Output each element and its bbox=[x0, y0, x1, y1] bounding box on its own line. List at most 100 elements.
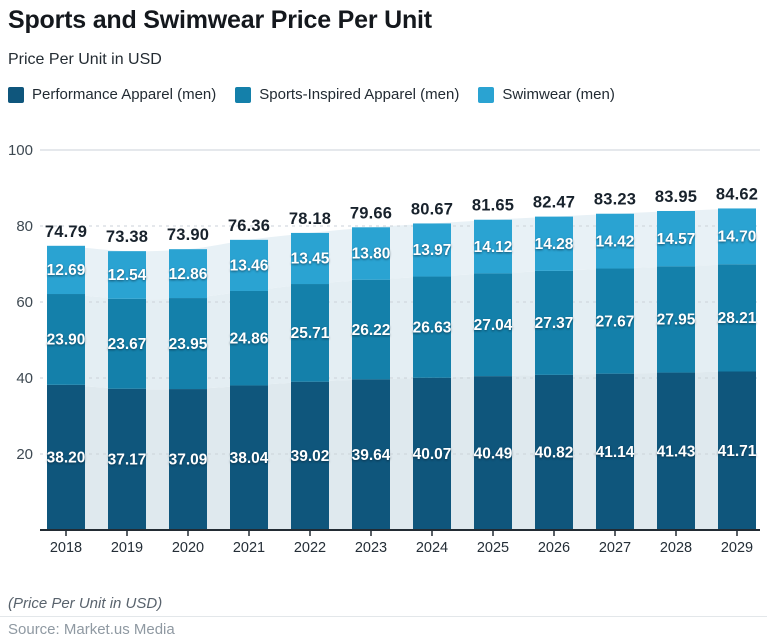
bar-segment[interactable] bbox=[413, 223, 451, 277]
bar-segment[interactable] bbox=[596, 213, 634, 269]
x-axis-label: 2027 bbox=[599, 540, 631, 556]
segment-value-label: 13.97 bbox=[413, 242, 452, 259]
legend-label: Sports-Inspired Apparel (men) bbox=[259, 86, 460, 103]
legend-item-sports-inspired-apparel[interactable]: Sports-Inspired Apparel (men) bbox=[235, 86, 459, 103]
segment-value-label: 23.95 bbox=[169, 336, 208, 353]
segment-value-label: 40.82 bbox=[535, 445, 574, 462]
total-value-label: 81.65 bbox=[472, 197, 514, 215]
bar-segment[interactable] bbox=[535, 270, 573, 375]
bar-segment[interactable] bbox=[291, 381, 329, 530]
total-value-label: 83.95 bbox=[655, 188, 697, 206]
total-value-label: 78.18 bbox=[289, 210, 331, 228]
y-axis-label: 20 bbox=[16, 446, 33, 463]
bar-segment[interactable] bbox=[230, 385, 268, 530]
legend-swatch-icon bbox=[8, 86, 24, 103]
total-value-label: 73.90 bbox=[167, 226, 209, 244]
y-axis-label: 80 bbox=[16, 218, 33, 235]
legend-item-performance-apparel[interactable]: Performance Apparel (men) bbox=[8, 86, 216, 103]
x-axis-label: 2020 bbox=[172, 540, 204, 556]
total-value-label: 82.47 bbox=[533, 194, 575, 212]
bar-segment[interactable] bbox=[474, 376, 512, 530]
segment-value-label: 38.20 bbox=[47, 450, 86, 467]
segment-value-label: 12.86 bbox=[169, 266, 208, 283]
segment-value-label: 26.22 bbox=[352, 322, 391, 339]
legend-label: Performance Apparel (men) bbox=[32, 86, 217, 103]
bar-segment[interactable] bbox=[413, 377, 451, 530]
segment-value-label: 23.67 bbox=[108, 336, 147, 353]
bar-segment[interactable] bbox=[352, 379, 390, 530]
segment-value-label: 27.37 bbox=[535, 315, 574, 332]
x-axis-label: 2018 bbox=[50, 540, 82, 556]
bar-segment[interactable] bbox=[291, 232, 329, 285]
bar-segment[interactable] bbox=[596, 373, 634, 530]
segment-value-label: 40.49 bbox=[474, 445, 513, 462]
bar-segment[interactable] bbox=[230, 290, 268, 386]
bar-segment[interactable] bbox=[47, 245, 85, 295]
source-credit: Source: Market.us Media bbox=[8, 621, 175, 638]
segment-value-label: 28.21 bbox=[718, 310, 757, 327]
bar-segment[interactable] bbox=[108, 388, 146, 530]
segment-value-label: 14.42 bbox=[596, 233, 635, 250]
segment-value-label: 41.43 bbox=[657, 443, 696, 460]
bar-segment[interactable] bbox=[108, 298, 146, 389]
bar-segment[interactable] bbox=[596, 268, 634, 374]
segment-value-label: 14.70 bbox=[718, 229, 757, 246]
y-axis-label: 60 bbox=[16, 294, 33, 311]
bar-segment[interactable] bbox=[718, 264, 756, 372]
segment-value-label: 38.04 bbox=[230, 450, 269, 467]
total-value-label: 83.23 bbox=[594, 191, 636, 209]
x-axis-label: 2021 bbox=[233, 540, 265, 556]
bar-segment[interactable] bbox=[474, 273, 512, 377]
bar-segment[interactable] bbox=[718, 371, 756, 530]
bar-segment[interactable] bbox=[474, 219, 512, 274]
segment-value-label: 27.67 bbox=[596, 313, 635, 330]
segment-value-label: 27.04 bbox=[474, 317, 513, 334]
segment-value-label: 25.71 bbox=[291, 325, 330, 342]
chart-legend: Performance Apparel (men) Sports-Inspire… bbox=[8, 86, 615, 103]
segment-value-label: 37.17 bbox=[108, 452, 147, 469]
bar-segment[interactable] bbox=[169, 298, 207, 390]
bar-segment[interactable] bbox=[535, 216, 573, 271]
x-axis-label: 2026 bbox=[538, 540, 570, 556]
segment-value-label: 12.54 bbox=[108, 267, 147, 284]
total-value-label: 80.67 bbox=[411, 200, 453, 218]
segment-value-label: 14.28 bbox=[535, 236, 574, 253]
legend-swatch-icon bbox=[235, 86, 252, 103]
x-axis-label: 2022 bbox=[294, 540, 326, 556]
segment-value-label: 40.07 bbox=[413, 446, 452, 463]
segment-value-label: 12.69 bbox=[47, 262, 86, 279]
bar-segment[interactable] bbox=[657, 210, 695, 267]
bar-segment[interactable] bbox=[291, 284, 329, 382]
bar-segment[interactable] bbox=[47, 384, 85, 530]
bar-segment[interactable] bbox=[47, 294, 85, 385]
segment-value-label: 13.46 bbox=[230, 258, 269, 275]
segment-value-label: 27.95 bbox=[657, 312, 696, 329]
legend-item-swimwear[interactable]: Swimwear (men) bbox=[478, 86, 615, 103]
segment-value-label: 26.63 bbox=[413, 319, 452, 336]
bar-segment[interactable] bbox=[108, 251, 146, 299]
y-axis-label: 40 bbox=[16, 370, 33, 387]
x-axis-label: 2024 bbox=[416, 540, 448, 556]
bar-segment[interactable] bbox=[352, 279, 390, 380]
x-axis-label: 2028 bbox=[660, 540, 692, 556]
bar-segment[interactable] bbox=[718, 208, 756, 265]
segment-value-label: 24.86 bbox=[230, 330, 269, 347]
bar-segment[interactable] bbox=[657, 266, 695, 373]
bar-segment[interactable] bbox=[230, 239, 268, 291]
chart-title: Sports and Swimwear Price Per Unit bbox=[8, 6, 432, 34]
legend-swatch-icon bbox=[478, 86, 495, 103]
bar-segment[interactable] bbox=[657, 372, 695, 530]
y-axis-label: 100 bbox=[8, 142, 33, 159]
segment-value-label: 41.14 bbox=[596, 444, 635, 461]
segment-value-label: 14.12 bbox=[474, 239, 513, 256]
bar-segment[interactable] bbox=[352, 227, 390, 280]
bar-segment[interactable] bbox=[535, 374, 573, 530]
x-axis-label: 2019 bbox=[111, 540, 143, 556]
segment-value-label: 41.71 bbox=[718, 443, 757, 460]
segment-value-label: 23.90 bbox=[47, 332, 86, 349]
bar-segment[interactable] bbox=[169, 389, 207, 530]
total-value-label: 84.62 bbox=[716, 185, 758, 203]
x-axis-label: 2029 bbox=[721, 540, 753, 556]
bar-segment[interactable] bbox=[413, 276, 451, 378]
bar-segment[interactable] bbox=[169, 249, 207, 299]
